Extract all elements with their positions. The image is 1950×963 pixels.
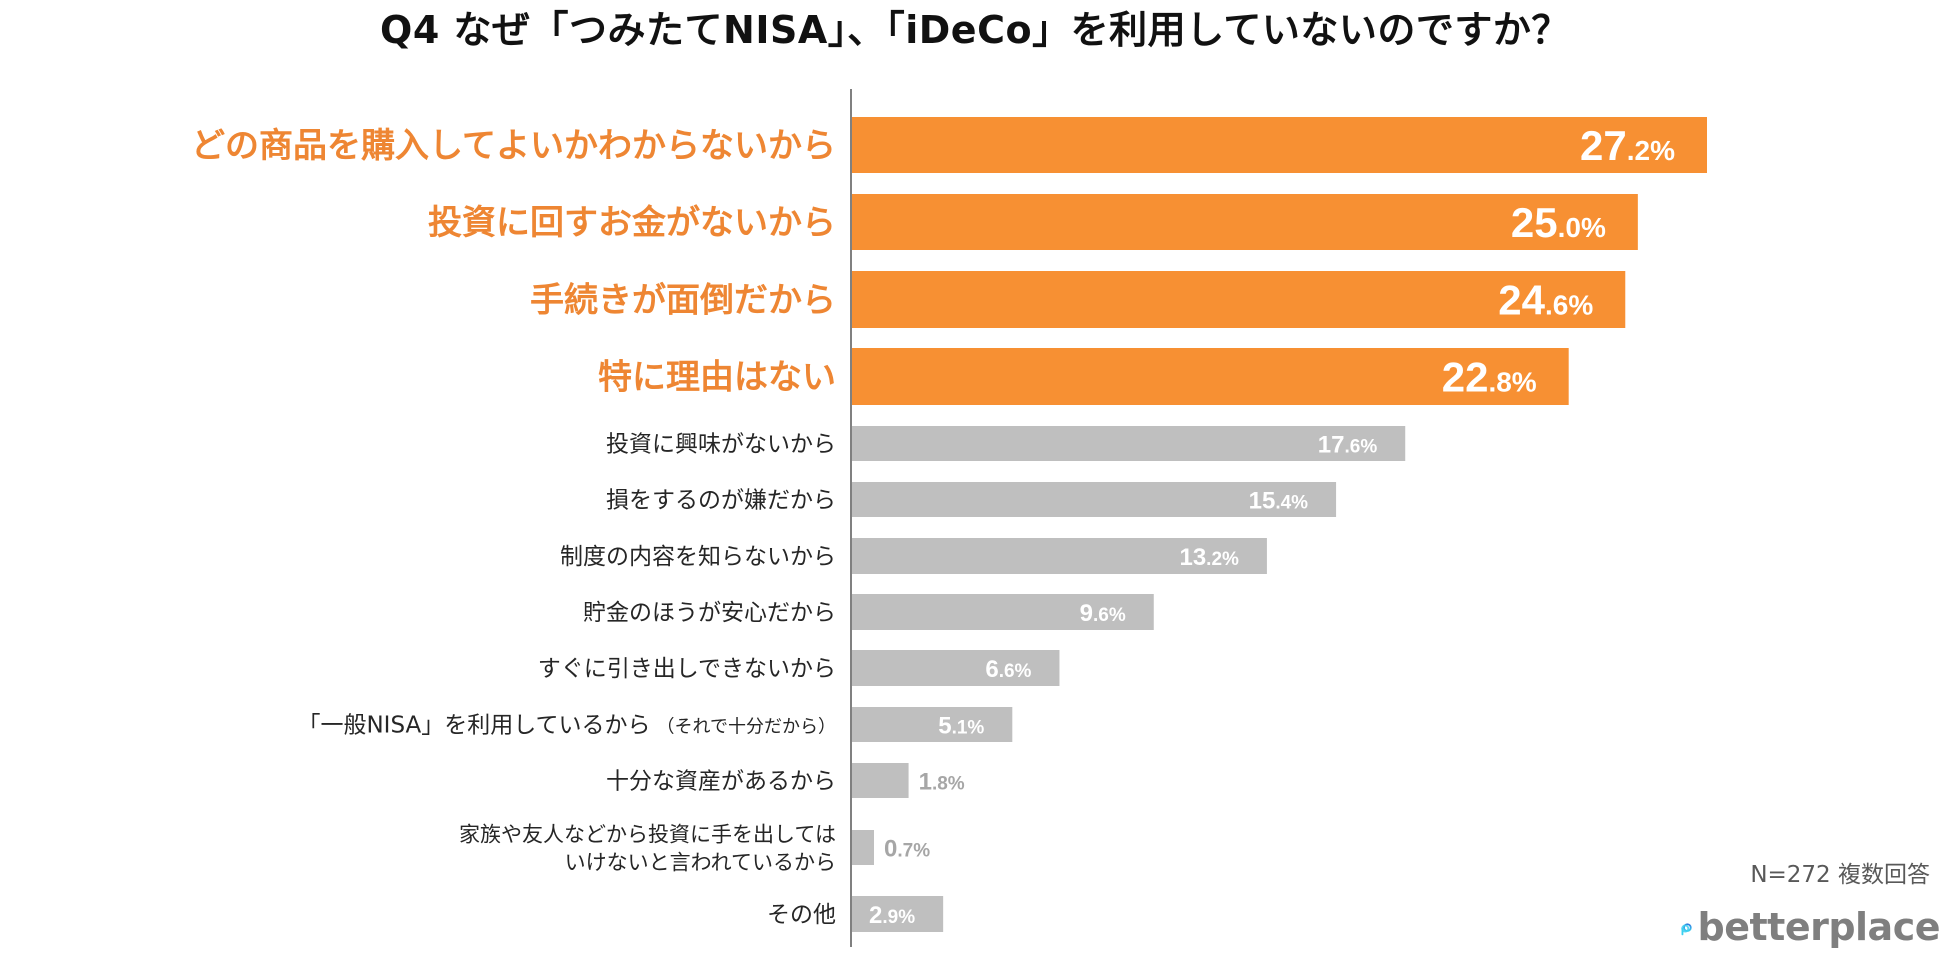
- value-decimal: .0%: [1558, 212, 1606, 243]
- bar-0: [852, 117, 1707, 173]
- bar-3: [852, 348, 1569, 405]
- value-int: 24: [1498, 277, 1545, 324]
- value-label: 9.6%: [1080, 600, 1126, 627]
- value-int: 17: [1318, 432, 1345, 459]
- category-label-main: 投資に興味がないから: [606, 432, 836, 458]
- category-label-line2: いけないと言われているから: [565, 851, 836, 875]
- category-label: 投資に回すお金がないから: [428, 203, 836, 243]
- value-decimal: .9%: [882, 907, 915, 928]
- value-decimal: .2%: [1627, 135, 1675, 166]
- category-label-main: 手続きが面倒だから: [530, 281, 836, 321]
- value-label: 1.8%: [919, 769, 965, 796]
- category-label: 特に理由はない: [598, 358, 836, 398]
- value-label: 17.6%: [1318, 432, 1378, 459]
- value-int: 9: [1080, 600, 1093, 627]
- value-int: 5: [938, 713, 951, 740]
- bar-11: [852, 830, 875, 865]
- value-label: 2.9%: [869, 902, 915, 929]
- value-int: 27: [1580, 122, 1627, 169]
- bar-10: [852, 763, 909, 798]
- value-decimal: .1%: [952, 718, 985, 739]
- category-label: 制度の内容を知らないから: [560, 544, 836, 570]
- category-label-main: 十分な資産があるから: [606, 769, 836, 795]
- category-label: 「一般NISA」を利用しているから （それで十分だから）: [297, 713, 836, 739]
- category-label: すぐに引き出しできないから: [538, 656, 836, 682]
- bar-5: [852, 482, 1337, 517]
- category-label: 貯金のほうが安心だから: [583, 600, 836, 626]
- value-label: 24.6%: [1498, 277, 1593, 324]
- sample-size-note: N=272 複数回答: [1750, 862, 1930, 888]
- category-label-main: すぐに引き出しできないから: [538, 656, 836, 682]
- category-label: 手続きが面倒だから: [530, 281, 836, 321]
- bar-6: [852, 538, 1267, 574]
- bar-9: [852, 707, 1013, 742]
- bar-8: [852, 650, 1060, 686]
- category-labels-layer: どの商品を購入してよいかわからないから投資に回すお金がないから手続きが面倒だから…: [191, 126, 836, 928]
- category-label: 投資に興味がないから: [606, 432, 836, 458]
- category-label-main: 投資に回すお金がないから: [428, 203, 836, 243]
- value-int: 13: [1179, 544, 1206, 571]
- value-int: 15: [1249, 488, 1276, 515]
- category-label-note: （それで十分だから）: [657, 717, 836, 738]
- bar-7: [852, 594, 1154, 630]
- value-label: 27.2%: [1580, 122, 1675, 169]
- chart-title: Q4 なぜ「つみたてNISA」、「iDeCo」を利用していないのですか？: [380, 8, 1570, 52]
- value-label: 5.1%: [938, 713, 984, 740]
- value-decimal: .4%: [1275, 493, 1308, 514]
- value-int: 25: [1511, 199, 1558, 246]
- value-label: 25.0%: [1511, 199, 1606, 246]
- category-label: どの商品を購入してよいかわからないから: [191, 126, 836, 166]
- bars-layer: [852, 117, 1707, 932]
- category-label-main: その他: [767, 902, 836, 928]
- value-int: 2: [869, 902, 882, 929]
- value-label: 22.8%: [1442, 354, 1537, 401]
- category-label: 十分な資産があるから: [606, 769, 836, 795]
- category-label: 家族や友人などから投資に手を出しては: [459, 823, 836, 847]
- value-decimal: .8%: [1488, 367, 1536, 398]
- value-decimal: .2%: [1206, 549, 1239, 570]
- value-decimal: .6%: [1545, 290, 1593, 321]
- category-label-main: 貯金のほうが安心だから: [583, 600, 836, 626]
- value-label: 0.7%: [884, 836, 930, 863]
- value-decimal: .6%: [1344, 437, 1377, 458]
- value-decimal: .6%: [999, 661, 1032, 682]
- category-label: 損をするのが嫌だから: [606, 488, 836, 514]
- category-label: その他: [767, 902, 836, 928]
- category-label-main: どの商品を購入してよいかわからないから: [191, 126, 836, 166]
- value-label: 6.6%: [985, 656, 1031, 683]
- value-decimal: .8%: [932, 774, 965, 795]
- bar-4: [852, 426, 1406, 461]
- value-labels-layer: 27.2%25.0%24.6%22.8%17.6%15.4%13.2%9.6%6…: [869, 122, 1675, 929]
- value-int: 0: [884, 836, 897, 863]
- value-label: 13.2%: [1179, 544, 1239, 571]
- category-label-main: 制度の内容を知らないから: [560, 544, 836, 570]
- category-label-main: 特に理由はない: [598, 358, 836, 398]
- betterplace-logo-icon: [1681, 918, 1692, 936]
- value-int: 6: [985, 656, 998, 683]
- bar-12: [852, 896, 944, 932]
- value-int: 1: [919, 769, 932, 796]
- bar-2: [852, 271, 1626, 328]
- logo-text: betterplace: [1697, 905, 1941, 949]
- value-label: 15.4%: [1249, 488, 1309, 515]
- value-int: 22: [1442, 354, 1489, 401]
- betterplace-logo: betterplace: [1680, 897, 1941, 957]
- bar-1: [852, 194, 1638, 250]
- category-label-main: 損をするのが嫌だから: [606, 488, 836, 514]
- value-decimal: .6%: [1093, 605, 1126, 626]
- value-decimal: .7%: [897, 841, 930, 862]
- category-label-main: 「一般NISA」を利用しているから: [297, 713, 650, 739]
